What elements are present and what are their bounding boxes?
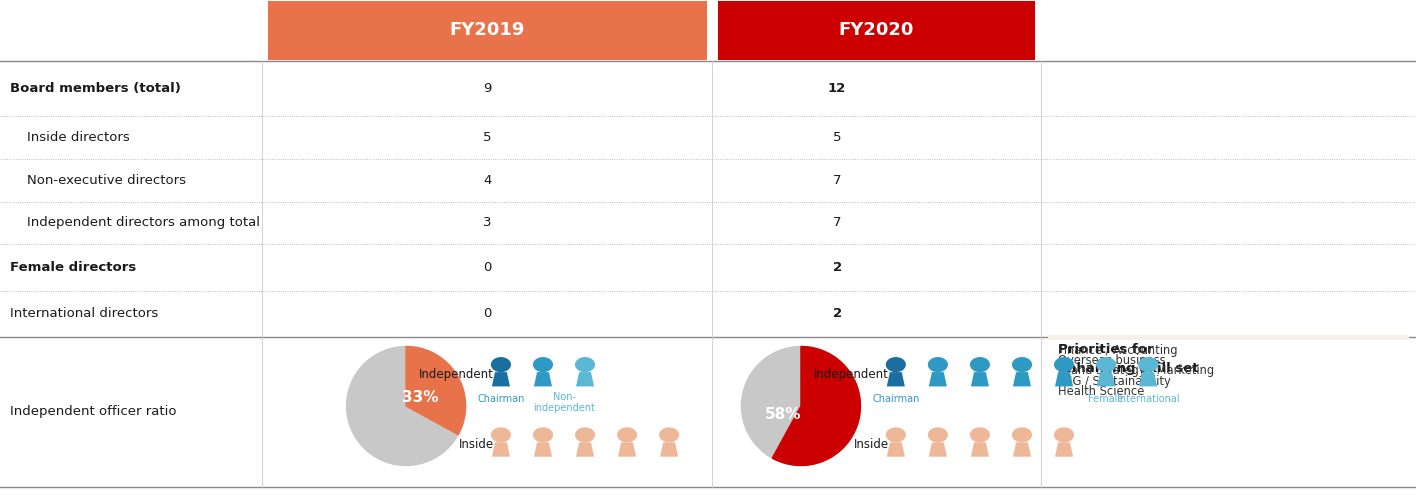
Text: Non-executive directors: Non-executive directors	[27, 174, 185, 186]
Polygon shape	[1012, 442, 1031, 457]
Polygon shape	[772, 347, 861, 465]
Polygon shape	[929, 442, 947, 457]
Text: Inside: Inside	[459, 438, 494, 451]
Polygon shape	[971, 442, 988, 457]
Text: 12: 12	[828, 82, 847, 95]
Polygon shape	[576, 358, 595, 372]
Polygon shape	[1055, 428, 1073, 442]
Text: Non-
independent: Non- independent	[532, 392, 595, 413]
Polygon shape	[491, 428, 510, 442]
Polygon shape	[1055, 358, 1073, 372]
Polygon shape	[929, 372, 947, 386]
Text: Female directors: Female directors	[10, 261, 136, 274]
Text: Inside directors: Inside directors	[27, 131, 130, 144]
Text: FY2019: FY2019	[449, 21, 525, 39]
Text: Chairman: Chairman	[477, 394, 524, 404]
Text: FY2020: FY2020	[838, 21, 915, 39]
Text: 2: 2	[833, 261, 841, 274]
Polygon shape	[406, 347, 466, 434]
Polygon shape	[1012, 428, 1031, 442]
Polygon shape	[970, 428, 990, 442]
Text: 0: 0	[483, 261, 491, 274]
Bar	[1048, 335, 1409, 340]
Polygon shape	[534, 358, 552, 372]
Text: 7: 7	[833, 216, 841, 230]
Text: International: International	[1117, 394, 1180, 404]
Polygon shape	[1097, 358, 1116, 372]
Polygon shape	[491, 442, 510, 457]
Text: Independent: Independent	[814, 368, 889, 381]
Polygon shape	[1097, 372, 1116, 386]
Polygon shape	[576, 442, 595, 457]
Polygon shape	[347, 347, 466, 465]
Polygon shape	[886, 428, 905, 442]
Text: Overseas business: Overseas business	[1058, 354, 1165, 367]
Text: Independent: Independent	[419, 368, 494, 381]
Text: Independent officer ratio: Independent officer ratio	[10, 405, 177, 419]
Text: Independent directors among total: Independent directors among total	[27, 216, 261, 230]
Polygon shape	[491, 372, 510, 386]
Text: 5: 5	[833, 131, 841, 144]
Text: 5: 5	[483, 131, 491, 144]
Polygon shape	[617, 428, 636, 442]
Polygon shape	[576, 428, 595, 442]
Polygon shape	[491, 358, 510, 372]
Polygon shape	[1138, 358, 1157, 372]
Polygon shape	[534, 442, 552, 457]
Text: Board members (total): Board members (total)	[10, 82, 181, 95]
Text: International directors: International directors	[10, 308, 159, 320]
Text: Brand Strategy / Marketing: Brand Strategy / Marketing	[1058, 365, 1214, 377]
Polygon shape	[1012, 358, 1031, 372]
Polygon shape	[534, 372, 552, 386]
Text: 9: 9	[483, 82, 491, 95]
Text: 33%: 33%	[402, 390, 439, 405]
Text: Chairman: Chairman	[872, 394, 919, 404]
Polygon shape	[929, 428, 947, 442]
Polygon shape	[1055, 442, 1073, 457]
Text: enhancing skill set: enhancing skill set	[1058, 362, 1198, 375]
Polygon shape	[576, 372, 595, 386]
Bar	[268, 1, 707, 60]
Polygon shape	[886, 372, 905, 386]
Text: Finance / Accounting: Finance / Accounting	[1058, 344, 1177, 357]
Text: 2: 2	[833, 308, 841, 320]
Text: Inside: Inside	[854, 438, 889, 451]
Text: 3: 3	[483, 216, 491, 230]
Text: Female: Female	[1089, 394, 1124, 404]
Polygon shape	[660, 442, 678, 457]
Polygon shape	[1012, 372, 1031, 386]
Polygon shape	[929, 358, 947, 372]
Text: Health Science: Health Science	[1058, 385, 1144, 398]
Text: ESG / Sustainability: ESG / Sustainability	[1058, 375, 1171, 388]
Polygon shape	[742, 347, 861, 465]
Polygon shape	[886, 442, 905, 457]
Bar	[718, 1, 1035, 60]
Polygon shape	[970, 358, 990, 372]
Polygon shape	[886, 358, 905, 372]
Polygon shape	[660, 428, 678, 442]
Text: 7: 7	[833, 174, 841, 186]
Polygon shape	[534, 428, 552, 442]
Polygon shape	[617, 442, 636, 457]
Text: 0: 0	[483, 308, 491, 320]
Polygon shape	[1138, 372, 1157, 386]
Polygon shape	[1055, 372, 1073, 386]
Text: 4: 4	[483, 174, 491, 186]
Polygon shape	[971, 372, 988, 386]
Text: 58%: 58%	[765, 407, 801, 423]
Text: Priorities for: Priorities for	[1058, 343, 1154, 356]
